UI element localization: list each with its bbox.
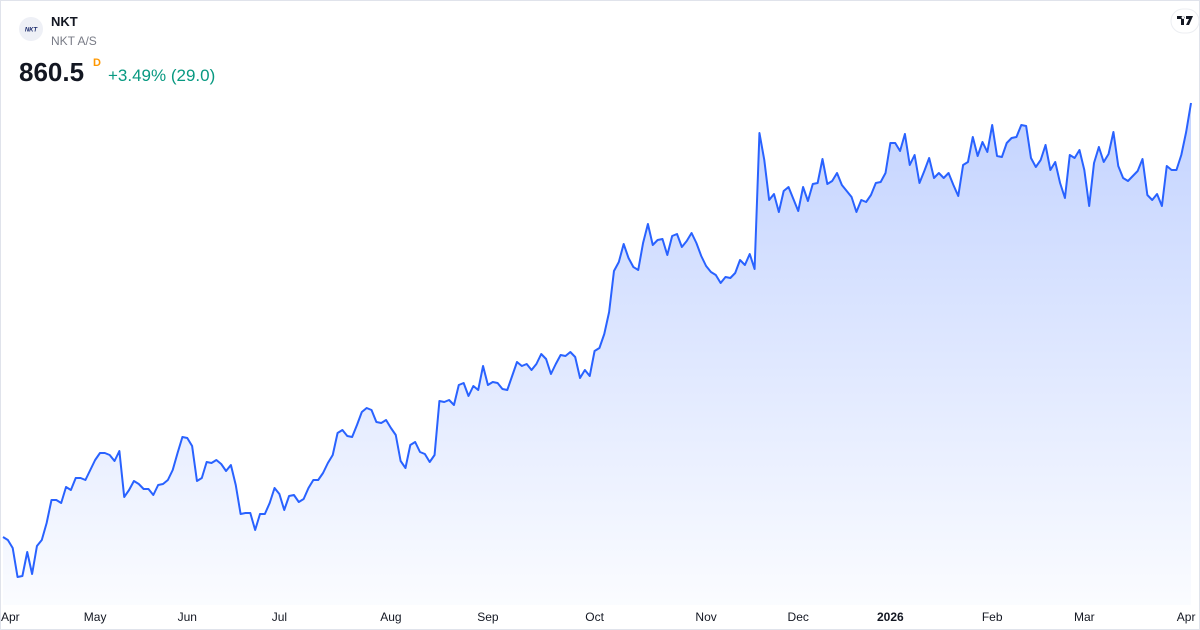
x-tick-label: Nov: [695, 610, 716, 624]
x-tick-label: Apr: [1, 610, 20, 624]
symbol: NKT: [51, 14, 78, 29]
x-tick-label: Oct: [585, 610, 604, 624]
x-tick-label: May: [84, 610, 107, 624]
x-tick-label: Dec: [788, 610, 809, 624]
x-tick-label: Mar: [1074, 610, 1095, 624]
area-fill: [3, 103, 1191, 605]
tv-logo: [1170, 8, 1200, 34]
x-tick-label: Aug: [380, 610, 401, 624]
company-name: NKT A/S: [51, 34, 97, 48]
x-tick-label: Sep: [477, 610, 499, 624]
price-line: [2, 102, 1192, 578]
tv-logo-mark: [1177, 16, 1193, 25]
x-tick-label: 2026: [877, 610, 904, 624]
x-tick-label: Apr: [1177, 610, 1196, 624]
tv-logo-bg: [1170, 8, 1200, 34]
logo: [19, 17, 43, 41]
x-tick-label: Jun: [178, 610, 197, 624]
price: 860.5: [19, 57, 84, 87]
interval: D: [93, 57, 101, 69]
logo-text: NKT: [25, 28, 39, 34]
plot-area: [2, 102, 1192, 605]
x-tick-label: Jul: [272, 610, 287, 624]
change: +3.49% (29.0): [108, 66, 215, 85]
x-tick-label: Feb: [982, 610, 1003, 624]
